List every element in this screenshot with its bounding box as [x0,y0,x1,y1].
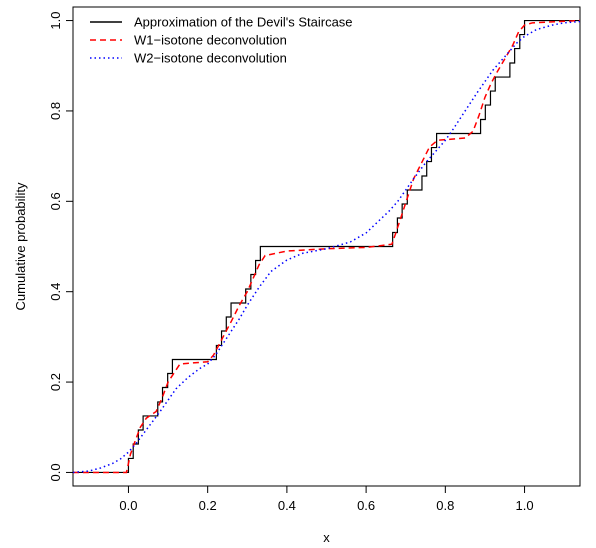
y-tick-label: 0.2 [48,373,63,391]
x-tick-label: 0.6 [357,498,375,513]
y-axis-title: Cumulative probability [13,182,28,310]
series-line-3 [72,20,581,474]
x-tick-label: 1.0 [516,498,534,513]
x-tick-label: 0.8 [436,498,454,513]
y-tick-label: 0.6 [48,192,63,210]
x-axis-title: x [323,530,330,545]
x-tick-label: 0.2 [199,498,217,513]
y-tick-label: 0.8 [48,102,63,120]
y-tick-label: 0.4 [48,283,63,301]
series-line-2 [73,19,581,474]
y-axis: 0.0 0.2 0.4 0.6 0.8 1.0 [48,12,74,481]
y-tick-label: 0.0 [48,463,63,481]
x-tick-label: 0.0 [119,498,137,513]
legend-label-2: W1−isotone deconvolution [134,33,287,48]
legend-label-1: Approximation of the Devil's Staircase [134,15,353,30]
y-tick-label: 1.0 [48,12,63,30]
legend-label-3: W2−isotone deconvolution [134,51,287,66]
series-layer [72,19,581,474]
x-tick-label: 0.4 [278,498,296,513]
x-axis: 0.0 0.2 0.4 0.6 0.8 1.0 [119,485,534,513]
legend: Approximation of the Devil's Staircase W1… [90,15,353,66]
series-line-1 [73,19,580,474]
